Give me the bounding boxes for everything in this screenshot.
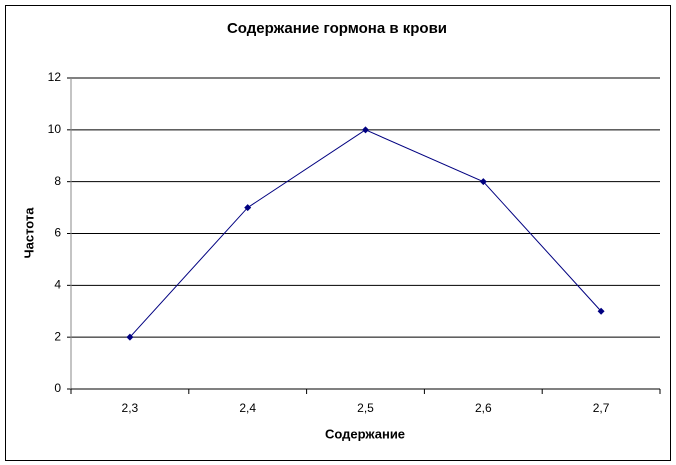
x-tick-label: 2,6 bbox=[475, 401, 492, 415]
x-tick-label: 2,5 bbox=[357, 401, 374, 415]
x-axis-label: Содержание bbox=[325, 426, 405, 441]
data-marker bbox=[479, 178, 487, 186]
chart-title: Содержание гормона в крови bbox=[227, 20, 447, 37]
x-tick-label: 2,7 bbox=[593, 401, 610, 415]
y-tick-label: 2 bbox=[54, 329, 61, 343]
y-tick-label: 12 bbox=[48, 70, 62, 84]
x-tick-label: 2,4 bbox=[239, 401, 256, 415]
y-tick-label: 6 bbox=[54, 226, 61, 240]
y-tick-label: 0 bbox=[54, 381, 61, 395]
y-tick-label: 10 bbox=[48, 122, 62, 136]
data-marker bbox=[126, 333, 134, 341]
y-tick-label: 4 bbox=[54, 278, 61, 292]
data-marker bbox=[362, 126, 369, 134]
x-tick-label: 2,3 bbox=[122, 401, 139, 415]
data-marker bbox=[597, 307, 605, 315]
y-tick-label: 8 bbox=[54, 174, 61, 188]
data-marker bbox=[244, 204, 252, 212]
y-axis-label: Частота bbox=[21, 207, 36, 259]
